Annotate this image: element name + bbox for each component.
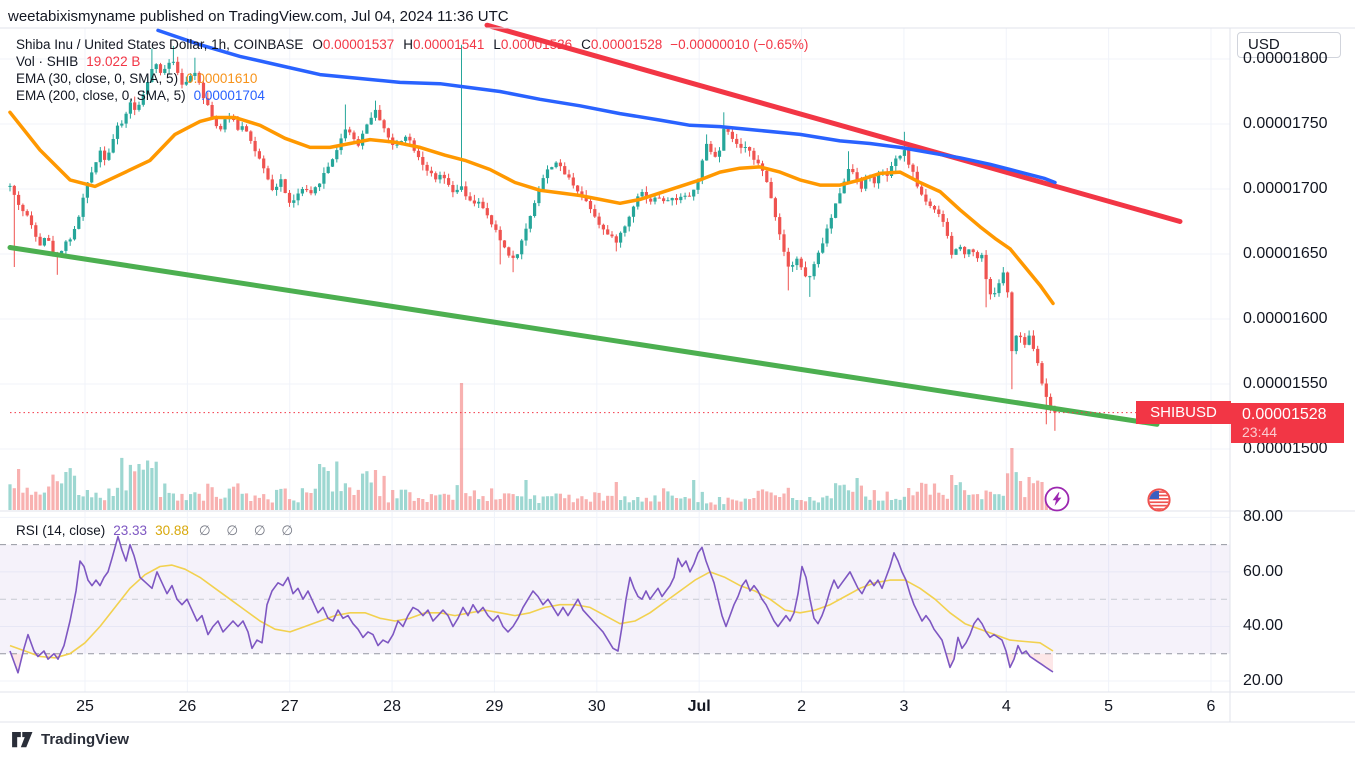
price-tick-label: 0.00001600: [1243, 310, 1328, 327]
time-tick-label: Jul: [687, 698, 711, 715]
ema30-value: 0.00001610: [186, 71, 258, 86]
last-price-axis-label: 0.00001528 23:44: [1231, 403, 1344, 443]
volume-label: Vol · SHIB: [16, 54, 79, 69]
time-tick-label: 2: [797, 698, 806, 715]
currency-label: USD: [1248, 36, 1280, 53]
ohlc-high-value: 0.00001541: [413, 37, 485, 52]
symbol-price-tag-text: SHIBUSD: [1150, 404, 1217, 421]
realtime-lightning-icon[interactable]: [1044, 486, 1070, 512]
rsi-tick-label: 20.00: [1243, 672, 1284, 689]
time-tick-label: 3: [899, 698, 909, 715]
ohlc-close-value: 0.00001528: [590, 37, 663, 52]
publish-title: weetabixismyname published on TradingVie…: [8, 8, 509, 25]
tradingview-logo[interactable]: TradingView: [12, 731, 129, 748]
ohlc-open-value: 0.00001537: [322, 37, 395, 52]
bar-countdown: 23:44: [1242, 424, 1278, 440]
rsi-tick-label: 80.00: [1243, 508, 1284, 526]
price-tick-label: 0.00001650: [1243, 245, 1328, 262]
ema30-label: EMA (30, close, 0, SMA, 5): [16, 71, 179, 86]
rsi-value: 23.33: [113, 523, 148, 538]
time-tick-label: 30: [587, 698, 606, 715]
ema30-legend-row[interactable]: EMA (30, close, 0, SMA, 5) 0.00001610: [16, 70, 808, 87]
ema200-legend-row[interactable]: EMA (200, close, 0, SMA, 5) 0.00001704: [16, 87, 808, 104]
price-tick-label: 0.00001800: [1243, 50, 1328, 67]
main-legend: Shiba Inu / United States Dollar, 1h, CO…: [16, 36, 808, 104]
volume-value: 19.022 B: [86, 54, 141, 69]
ohlc-low-value: 0.00001526: [500, 37, 573, 52]
tradingview-mark-icon: [12, 731, 33, 747]
ohlc-open-label: O: [312, 37, 323, 52]
currency-button[interactable]: USD: [1237, 32, 1341, 58]
price-tick-label: 0.00001750: [1243, 115, 1328, 132]
price-tick-label: 0.00001500: [1243, 440, 1328, 457]
time-tick-label: 4: [1001, 698, 1011, 715]
rsi-tick-label: 40.00: [1243, 617, 1284, 635]
change-value: −0.00000010 (−0.65%): [670, 37, 809, 52]
ohlc-high-label: H: [403, 37, 413, 52]
ema200-value: 0.00001704: [193, 88, 265, 103]
ohlc-close-label: C: [581, 37, 591, 52]
ohlc-low-label: L: [493, 37, 501, 52]
rsi-ma-value: 30.88: [155, 523, 189, 538]
us-market-flag-icon[interactable]: [1147, 488, 1171, 512]
rsi-empty-slots: ∅ ∅ ∅ ∅: [198, 523, 300, 538]
time-tick-label: 26: [178, 698, 197, 715]
time-tick-label: 27: [280, 698, 299, 715]
time-tick-label: 29: [485, 698, 504, 715]
rsi-tick-label: 60.00: [1243, 562, 1284, 580]
price-tick-label: 0.00001700: [1243, 180, 1328, 197]
time-tick-label: 25: [76, 698, 94, 715]
time-tick-label: 6: [1206, 698, 1216, 715]
volume-legend-row[interactable]: Vol · SHIB 19.022 B: [16, 53, 808, 70]
tradingview-logo-text: TradingView: [41, 731, 130, 748]
rsi-legend-row[interactable]: RSI (14, close) 23.33 30.88 ∅ ∅ ∅ ∅: [16, 523, 299, 539]
price-tick-label: 0.00001550: [1243, 375, 1328, 392]
time-tick-label: 28: [383, 698, 401, 715]
symbol-name[interactable]: Shiba Inu / United States Dollar, 1h, CO…: [16, 37, 304, 52]
ema200-label: EMA (200, close, 0, SMA, 5): [16, 88, 186, 103]
rsi-label: RSI (14, close): [16, 523, 106, 538]
symbol-legend-row[interactable]: Shiba Inu / United States Dollar, 1h, CO…: [16, 36, 808, 53]
last-price-value: 0.00001528: [1242, 406, 1327, 423]
time-tick-label: 5: [1104, 698, 1114, 715]
symbol-price-tag: SHIBUSD: [1136, 401, 1231, 424]
